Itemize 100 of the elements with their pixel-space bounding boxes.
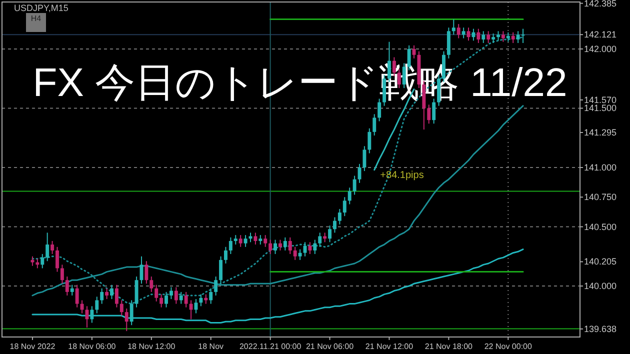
candlestick — [184, 291, 188, 308]
candlestick — [323, 232, 327, 243]
candlestick — [150, 276, 154, 292]
x-tick-label: 21 Nov 18:00 — [424, 342, 474, 351]
candlestick — [224, 246, 228, 264]
candlestick — [30, 256, 34, 266]
x-tick-label: 18 Nov 12:00 — [128, 342, 176, 351]
candlestick — [462, 27, 466, 39]
candlestick — [452, 18, 456, 36]
candlestick — [238, 234, 242, 248]
candlestick — [85, 306, 89, 328]
candlestick — [110, 284, 114, 300]
y-tick-label: 140.750 — [584, 192, 617, 202]
candlestick — [372, 114, 376, 136]
candlestick — [46, 232, 50, 262]
candlestick — [219, 256, 222, 284]
candlestick — [114, 284, 118, 308]
y-tick-label: 140.500 — [584, 222, 617, 232]
candlestick — [60, 264, 64, 284]
candlestick — [268, 239, 272, 255]
candlestick — [179, 291, 183, 304]
y-tick-label: 142.000 — [584, 44, 617, 54]
candlestick — [472, 28, 476, 42]
candlestick — [160, 294, 164, 308]
x-tick-label: 2022.11.21 00:00 — [239, 342, 302, 351]
candlestick — [492, 33, 496, 44]
candlestick — [362, 146, 366, 172]
candlestick — [134, 276, 138, 308]
candlestick — [446, 27, 450, 59]
candlestick — [124, 308, 128, 332]
y-tick-label: 141.295 — [584, 128, 617, 138]
candlestick — [248, 232, 252, 243]
candlestick — [144, 260, 148, 284]
candlestick — [164, 291, 168, 308]
candlestick — [506, 32, 510, 42]
annotation: +84.1pips — [380, 170, 424, 181]
candlestick — [264, 234, 268, 248]
candlestick — [486, 30, 490, 44]
candlestick — [40, 254, 44, 269]
candlestick — [476, 28, 480, 44]
candlestick — [120, 300, 124, 316]
candlestick — [274, 239, 278, 255]
x-tick-label: 22 Nov 00:00 — [484, 342, 532, 351]
candlestick — [174, 286, 178, 304]
candlestick — [348, 187, 352, 205]
y-tick-label: 141.570 — [584, 94, 617, 105]
candlestick — [352, 175, 356, 196]
candlestick — [283, 236, 287, 251]
candlestick — [303, 242, 307, 257]
candlestick — [328, 225, 332, 243]
candlestick — [501, 30, 505, 42]
candlestick — [154, 284, 158, 302]
candlestick — [95, 296, 99, 314]
candlestick — [278, 239, 282, 251]
line-series — [32, 248, 524, 324]
candlestick — [254, 232, 258, 246]
candlestick — [204, 294, 208, 304]
candlestick — [288, 236, 292, 255]
x-tick-label: 18 Nov — [198, 342, 224, 351]
candlestick — [75, 284, 79, 308]
candlestick — [342, 196, 346, 217]
x-tick-label: 21 Nov 06:00 — [306, 342, 354, 351]
candlestick — [496, 30, 500, 42]
candlestick — [209, 288, 213, 304]
candlestick — [511, 32, 515, 44]
candlestick — [338, 208, 342, 225]
annotation: USDJPY,M15 — [14, 3, 68, 13]
x-tick-label: 18 Nov 06:00 — [68, 342, 116, 351]
candlestick — [56, 246, 59, 272]
candlestick — [244, 234, 248, 248]
x-tick-label: 18 Nov 2022 — [10, 342, 56, 351]
candlestick — [258, 234, 262, 246]
y-tick-label: 142.385 — [584, 0, 617, 8]
candlestick — [456, 24, 460, 39]
candlestick — [318, 232, 322, 248]
y-tick-label: 141.500 — [584, 103, 617, 114]
annotation: H4 — [30, 14, 42, 23]
y-tick-label: 139.638 — [584, 324, 617, 334]
candlestick — [482, 30, 486, 44]
candlestick — [100, 288, 104, 304]
candlestick — [368, 128, 372, 154]
candlestick — [298, 248, 302, 260]
candlestick — [228, 236, 232, 255]
candlestick — [50, 240, 54, 255]
candlestick — [214, 276, 218, 296]
x-tick-label: 21 Nov 12:00 — [365, 342, 414, 351]
candlestick — [169, 286, 173, 300]
candlestick — [80, 300, 84, 314]
y-tick-label: 142.121 — [584, 30, 617, 40]
candlestick — [427, 104, 431, 124]
candlestick — [65, 276, 69, 296]
candlestick — [105, 288, 109, 300]
y-tick-label: 141.000 — [584, 162, 617, 172]
candlestick — [308, 242, 312, 255]
candlestick — [293, 246, 297, 260]
candlestick — [332, 216, 336, 234]
candlestick — [378, 98, 382, 122]
candlestick — [189, 300, 193, 320]
candlestick — [70, 284, 74, 296]
candlestick — [234, 234, 238, 246]
